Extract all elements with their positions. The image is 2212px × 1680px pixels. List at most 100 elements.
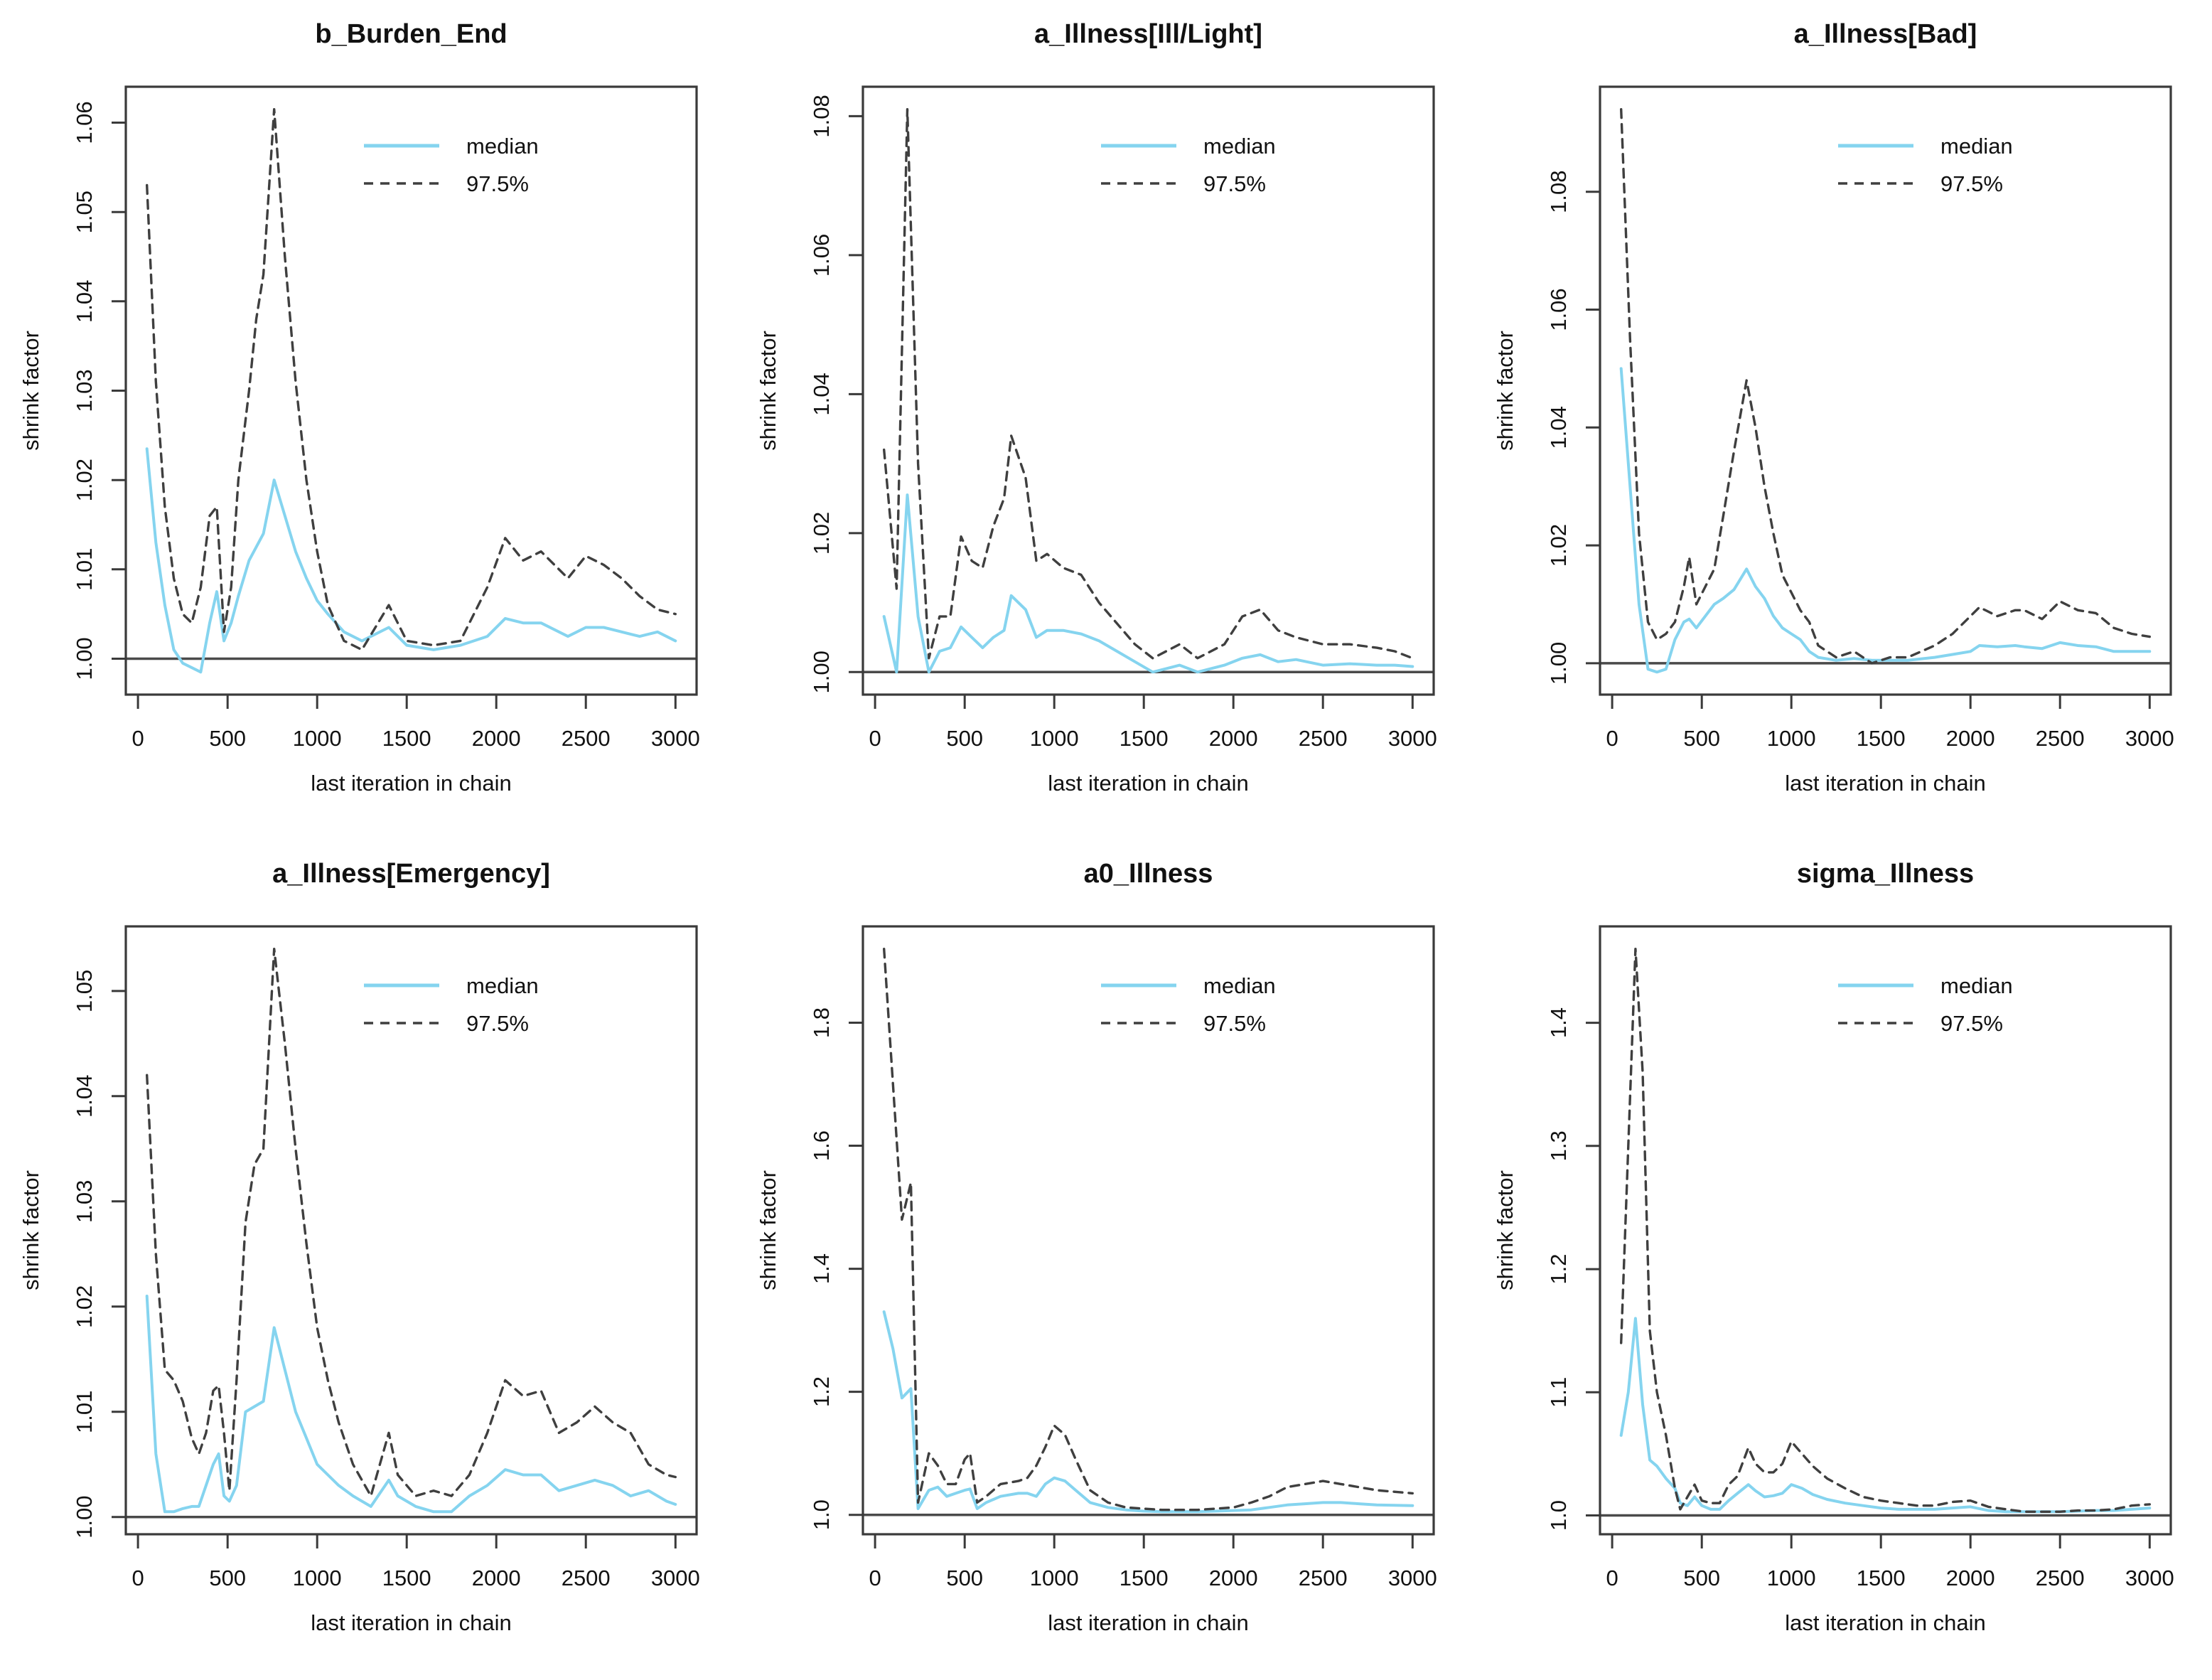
plot-box bbox=[1599, 85, 2172, 696]
x-tick-label: 2000 bbox=[472, 1566, 521, 1590]
y-axis-label: shrink factor bbox=[18, 331, 43, 451]
x-tick-label: 2500 bbox=[1299, 726, 1348, 751]
legend-median-label: median bbox=[466, 134, 539, 159]
y-tick-label: 1.05 bbox=[72, 191, 97, 233]
y-tick-label: 1.04 bbox=[1546, 406, 1571, 449]
x-tick-label: 2500 bbox=[2036, 1566, 2085, 1590]
y-tick-label: 1.02 bbox=[809, 512, 834, 555]
y-tick-label: 1.0 bbox=[1546, 1500, 1571, 1531]
y-tick-label: 1.02 bbox=[72, 459, 97, 501]
x-tick-label: 3000 bbox=[2125, 726, 2174, 751]
q975-line bbox=[1619, 947, 2151, 1513]
y-tick-label: 1.06 bbox=[1546, 288, 1571, 331]
median-line bbox=[882, 1310, 1414, 1514]
plot-svg: 0 500 1000 1500 2000 2500 3000 1.00 1.01 1.02 1.03… bbox=[18, 859, 700, 1635]
x-tick-label: 1000 bbox=[1030, 726, 1079, 751]
plot-box bbox=[124, 925, 698, 1536]
x-tick-label: 2000 bbox=[1946, 1566, 1995, 1590]
plot-title: a_Illness[Ill/Light] bbox=[1034, 19, 1262, 49]
x-tick-label: 0 bbox=[1606, 726, 1618, 751]
y-axis-label: shrink factor bbox=[18, 1170, 43, 1290]
x-tick-label: 2500 bbox=[562, 1566, 611, 1590]
y-axis-label: shrink factor bbox=[756, 331, 780, 451]
y-tick-label: 1.01 bbox=[72, 548, 97, 591]
x-axis-label: last iteration in chain bbox=[1048, 1610, 1249, 1635]
x-tick-label: 500 bbox=[1683, 1566, 1720, 1590]
plot-svg: 0 500 1000 1500 2000 2500 3000 1.00 1.01 1.02 1.03… bbox=[18, 19, 700, 796]
median-line bbox=[145, 1295, 677, 1514]
legend-median-label: median bbox=[1203, 134, 1276, 159]
y-tick-label: 1.00 bbox=[72, 1496, 97, 1539]
y-tick-label: 1.2 bbox=[809, 1376, 834, 1407]
x-tick-label: 1500 bbox=[1120, 1566, 1169, 1590]
legend-q975-label: 97.5% bbox=[1940, 1011, 2003, 1036]
x-tick-label: 500 bbox=[946, 1566, 983, 1590]
median-line bbox=[1619, 367, 2152, 674]
legend-median-label: median bbox=[1203, 973, 1276, 998]
q975-line bbox=[145, 107, 677, 651]
y-tick-label: 1.03 bbox=[72, 1180, 97, 1223]
y-tick-label: 1.00 bbox=[72, 637, 97, 680]
median-line bbox=[882, 493, 1414, 674]
y-tick-label: 1.3 bbox=[1546, 1130, 1571, 1161]
x-tick-label: 1000 bbox=[1767, 726, 1816, 751]
plot-title: a_Illness[Emergency] bbox=[272, 859, 550, 889]
x-tick-label: 0 bbox=[131, 726, 144, 751]
plot-cell-a-illness-emergency: 0 500 1000 1500 2000 2500 3000 1.00 1.01 1.02 1.03… bbox=[0, 840, 737, 1679]
x-tick-label: 1000 bbox=[1767, 1566, 1816, 1590]
y-tick-label: 1.00 bbox=[809, 651, 834, 693]
y-tick-label: 1.05 bbox=[72, 970, 97, 1012]
x-tick-label: 3000 bbox=[2125, 1566, 2174, 1590]
x-tick-label: 3000 bbox=[651, 1566, 700, 1590]
y-tick-label: 1.08 bbox=[1546, 171, 1571, 213]
y-axis-label: shrink factor bbox=[756, 1170, 780, 1290]
y-tick-label: 1.04 bbox=[72, 280, 97, 323]
y-tick-label: 1.8 bbox=[809, 1007, 834, 1038]
y-axis-label: shrink factor bbox=[1493, 331, 1518, 451]
y-tick-label: 1.1 bbox=[1546, 1377, 1571, 1408]
legend-q975-label: 97.5% bbox=[1203, 1011, 1266, 1036]
x-tick-label: 1000 bbox=[293, 726, 342, 751]
x-tick-label: 0 bbox=[869, 726, 881, 751]
x-tick-label: 500 bbox=[209, 726, 246, 751]
y-tick-label: 1.06 bbox=[809, 234, 834, 277]
legend-median-label: median bbox=[1940, 973, 2013, 998]
plot-box bbox=[861, 925, 1435, 1536]
y-tick-label: 1.03 bbox=[72, 369, 97, 412]
x-tick-label: 1000 bbox=[293, 1566, 342, 1590]
q975-line bbox=[145, 947, 677, 1497]
x-tick-label: 2000 bbox=[1946, 726, 1995, 751]
plot-cell-sigma-illness: 0 500 1000 1500 2000 2500 3000 1.0 1.1 1.2 1.3 1.4 s… bbox=[1474, 840, 2211, 1679]
x-axis-label: last iteration in chain bbox=[1785, 771, 1986, 796]
legend-median-label: median bbox=[466, 973, 539, 998]
plot-svg: 0 500 1000 1500 2000 2500 3000 1.0 1.1 1.2 1.3 1.4 s… bbox=[1493, 859, 2174, 1635]
plot-cell-a-illness-bad: 0 500 1000 1500 2000 2500 3000 1.00 1.02 1.04 1.06… bbox=[1474, 0, 2211, 840]
plot-box bbox=[1599, 925, 2172, 1536]
y-tick-label: 1.4 bbox=[1546, 1007, 1571, 1038]
legend-q975-label: 97.5% bbox=[466, 171, 529, 196]
plot-cell-b-burden-end: 0 500 1000 1500 2000 2500 3000 1.00 1.01 1.02 1.03… bbox=[0, 0, 737, 840]
plot-title: a0_Illness bbox=[1084, 859, 1213, 889]
plot-title: a_Illness[Bad] bbox=[1794, 19, 1977, 49]
plot-title: b_Burden_End bbox=[315, 19, 507, 49]
x-tick-label: 2000 bbox=[1209, 726, 1258, 751]
legend-q975-label: 97.5% bbox=[1940, 171, 2003, 196]
x-tick-label: 1500 bbox=[382, 726, 431, 751]
x-tick-label: 3000 bbox=[651, 726, 700, 751]
median-line bbox=[1619, 1317, 2152, 1514]
x-tick-label: 0 bbox=[869, 1566, 881, 1590]
plot-box bbox=[124, 85, 698, 696]
x-tick-label: 500 bbox=[1683, 726, 1720, 751]
x-tick-label: 1000 bbox=[1030, 1566, 1079, 1590]
y-tick-label: 1.08 bbox=[809, 95, 834, 137]
x-tick-label: 0 bbox=[131, 1566, 144, 1590]
x-axis-label: last iteration in chain bbox=[1785, 1610, 1986, 1635]
plot-box bbox=[861, 85, 1435, 696]
plot-svg: 0 500 1000 1500 2000 2500 3000 1.00 1.02 1.04 1.06… bbox=[1493, 19, 2174, 796]
y-tick-label: 1.6 bbox=[809, 1130, 834, 1161]
x-tick-label: 0 bbox=[1606, 1566, 1618, 1590]
plot-cell-a-illness-ill-light: 0 500 1000 1500 2000 2500 3000 1.00 1.02 1.04 1.06… bbox=[737, 0, 1474, 840]
x-axis-label: last iteration in chain bbox=[1048, 771, 1249, 796]
x-tick-label: 500 bbox=[209, 1566, 246, 1590]
y-tick-label: 1.04 bbox=[72, 1075, 97, 1118]
